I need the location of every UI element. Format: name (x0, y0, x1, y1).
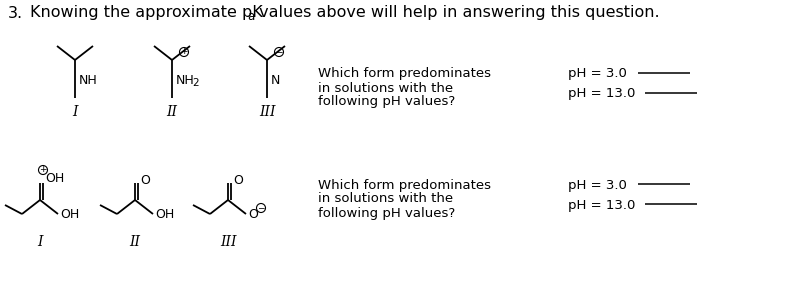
Text: OH: OH (60, 207, 79, 221)
Text: following pH values?: following pH values? (318, 96, 455, 109)
Text: I: I (37, 235, 42, 249)
Text: O: O (140, 175, 150, 187)
Text: +: + (180, 48, 188, 56)
Text: III: III (259, 105, 275, 119)
Text: in solutions with the: in solutions with the (318, 82, 453, 94)
Text: 2: 2 (192, 78, 199, 88)
Text: II: II (130, 235, 141, 249)
Text: a: a (247, 10, 254, 23)
Text: Which form predominates: Which form predominates (318, 67, 491, 81)
Text: Knowing the approximate pK: Knowing the approximate pK (30, 5, 263, 20)
Text: NH: NH (176, 73, 195, 86)
Text: pH = 13.0: pH = 13.0 (568, 88, 635, 101)
Text: pH = 3.0: pH = 3.0 (568, 67, 627, 81)
Text: values above will help in answering this question.: values above will help in answering this… (254, 5, 659, 20)
Text: O: O (233, 175, 243, 187)
Text: O: O (248, 207, 258, 221)
Text: III: III (220, 235, 237, 249)
Text: following pH values?: following pH values? (318, 206, 455, 219)
Text: −: − (257, 204, 265, 213)
Text: pH = 3.0: pH = 3.0 (568, 179, 627, 192)
Text: OH: OH (45, 171, 64, 185)
Text: Which form predominates: Which form predominates (318, 179, 491, 192)
Text: I: I (72, 105, 78, 119)
Text: in solutions with the: in solutions with the (318, 192, 453, 206)
Text: 3.: 3. (8, 5, 23, 20)
Text: −: − (275, 48, 283, 56)
Text: N: N (271, 73, 281, 86)
Text: II: II (167, 105, 178, 119)
Text: +: + (39, 166, 46, 175)
Text: OH: OH (155, 207, 174, 221)
Text: pH = 13.0: pH = 13.0 (568, 198, 635, 211)
Text: NH: NH (79, 73, 97, 86)
